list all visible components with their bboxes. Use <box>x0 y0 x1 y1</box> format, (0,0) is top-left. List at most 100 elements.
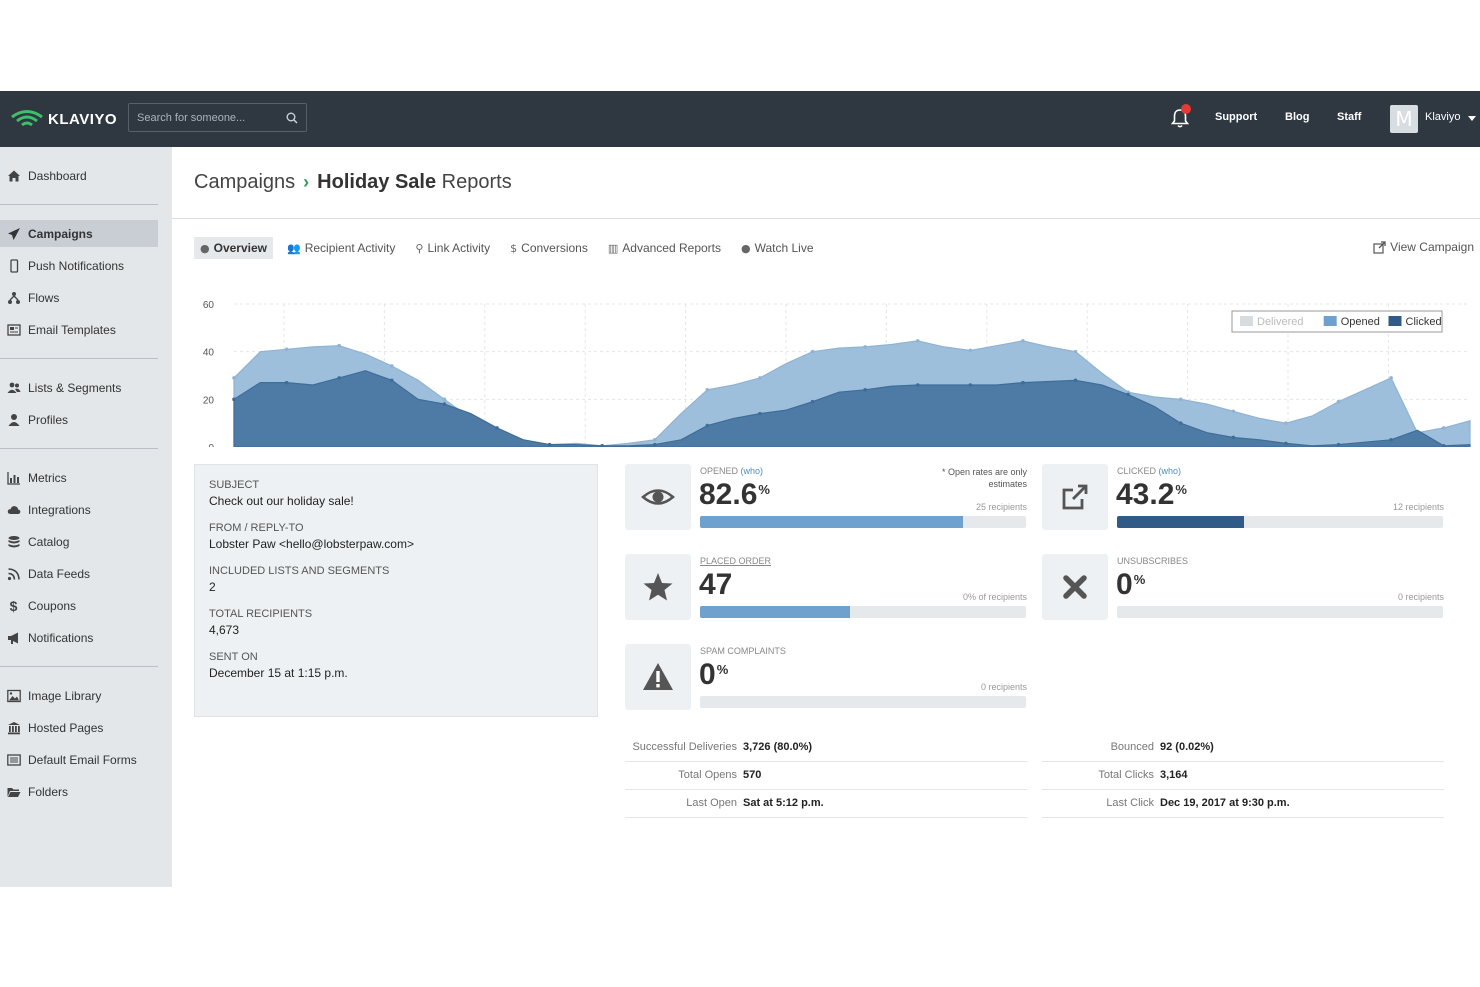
eye-icon <box>625 464 691 530</box>
clicked-value: 43.2% <box>1116 478 1187 512</box>
summary-row: Total Opens 570 <box>625 762 1027 790</box>
sidebar-item-notifications[interactable]: Notifications <box>0 624 158 651</box>
tab-recipient-activity[interactable]: 👥 Recipient Activity <box>281 237 401 259</box>
avatar[interactable]: M <box>1390 105 1418 133</box>
sidebar-divider <box>0 448 158 449</box>
unsubscribes-label: UNSUBSCRIBES <box>1117 556 1189 566</box>
sidebar-item-catalog[interactable]: Catalog <box>0 528 158 555</box>
tab-label: Conversions <box>521 241 588 255</box>
opened-who-link[interactable]: (who) <box>740 466 764 476</box>
main-content: Campaigns › Holiday Sale Reports ● Overv… <box>172 147 1480 887</box>
opened-recipients: 25 recipients <box>975 502 1027 512</box>
sidebar-item-data-feeds[interactable]: Data Feeds <box>0 560 158 587</box>
data-point <box>1021 380 1025 385</box>
clicked-value-unit: % <box>1175 482 1187 497</box>
sidebar-item-default-email-forms[interactable]: Default Email Forms <box>0 746 158 773</box>
view-campaign-link[interactable]: View Campaign <box>1373 240 1474 254</box>
tab-label: Overview <box>213 241 267 255</box>
data-point <box>1073 378 1078 383</box>
chevron-down-icon[interactable] <box>1468 116 1476 121</box>
data-point <box>547 442 552 447</box>
sidebar-item-coupons[interactable]: $ Coupons <box>0 592 158 619</box>
search-box <box>128 103 307 132</box>
support-link[interactable]: Support <box>1215 111 1258 123</box>
flow-icon <box>6 291 21 305</box>
tab-advanced-reports[interactable]: ▥ Advanced Reports <box>602 237 727 259</box>
data-point <box>1336 399 1341 404</box>
data-point <box>1389 438 1393 442</box>
breadcrumb-campaigns-link[interactable]: Campaigns <box>194 171 296 193</box>
sidebar-item-image-library[interactable]: Image Library <box>0 682 158 709</box>
sidebar-item-label: Flows <box>28 290 60 305</box>
recipients-value: 4,673 <box>209 623 240 637</box>
sidebar-item-dashboard[interactable]: Dashboard <box>0 162 158 189</box>
data-point <box>705 388 710 392</box>
sidebar-item-label: Metrics <box>28 470 67 485</box>
data-point <box>1178 421 1183 425</box>
summary-value: 3,726 (80.0%) <box>743 741 813 753</box>
summary-value: 3,164 <box>1160 769 1188 781</box>
unsubscribes-value: 0% <box>1116 568 1145 602</box>
staff-link[interactable]: Staff <box>1337 111 1362 123</box>
clicked-stat-card: CLICKED (who) 43.2% 12 recipients <box>1042 464 1444 530</box>
tab-conversions[interactable]: $ Conversions <box>504 237 594 259</box>
external-link-icon <box>1373 240 1386 254</box>
sidebar-item-profiles[interactable]: Profiles <box>0 406 158 433</box>
placed-order-label[interactable]: PLACED ORDER <box>700 556 772 566</box>
cloud-icon <box>6 503 21 517</box>
opened-label-text: OPENED <box>700 466 739 476</box>
tab-watch-live[interactable]: ● Watch Live <box>735 237 820 259</box>
search-input[interactable] <box>129 104 279 131</box>
legend-label-opened: Opened <box>1341 316 1380 328</box>
summary-key: Total Clicks <box>1098 769 1154 781</box>
tab-label: Recipient Activity <box>304 241 396 255</box>
data-point <box>1336 442 1341 447</box>
dollar-icon: $ <box>9 597 18 614</box>
page-title: Holiday Sale Reports <box>317 171 512 194</box>
unsubscribes-value-unit: % <box>1133 572 1146 587</box>
tab-overview[interactable]: ● Overview <box>194 237 273 259</box>
unsubscribes-value-number: 0 <box>1116 568 1133 601</box>
sidebar-item-label: Catalog <box>28 534 70 549</box>
spam-label: SPAM COMPLAINTS <box>700 646 786 656</box>
from-value: Lobster Paw <hello@lobsterpaw.com> <box>209 537 414 551</box>
summary-row: Last Open Sat at 5:12 p.m. <box>625 790 1027 818</box>
bar-chart-icon <box>6 471 21 485</box>
summary-row: Total Clicks 3,164 <box>1042 762 1444 790</box>
sidebar-item-folders[interactable]: Folders <box>0 778 158 805</box>
data-point <box>1073 349 1078 354</box>
data-point <box>1389 376 1393 380</box>
tab-label: Advanced Reports <box>622 241 721 255</box>
sidebar-item-hosted-pages[interactable]: Hosted Pages <box>0 714 158 741</box>
mobile-icon <box>6 258 21 273</box>
sidebar-item-push-notifications[interactable]: Push Notifications <box>0 252 158 279</box>
klaviyo-logo[interactable]: KLAVIYO <box>10 108 117 130</box>
data-point <box>1231 435 1236 440</box>
data-point <box>232 376 236 380</box>
sidebar-item-lists-segments[interactable]: Lists & Segments <box>0 374 158 401</box>
sidebar-item-integrations[interactable]: Integrations <box>0 496 158 523</box>
data-point <box>968 348 973 353</box>
data-point <box>389 364 394 368</box>
sidebar-item-campaigns[interactable]: Campaigns <box>0 220 158 247</box>
tab-link-activity[interactable]: ⚲ Link Activity <box>409 237 496 259</box>
data-point <box>758 411 762 416</box>
summary-key: Last Click <box>1106 797 1154 809</box>
search-icon[interactable] <box>286 112 298 124</box>
from-label: FROM / REPLY-TO <box>209 522 304 534</box>
users-icon: 👥 <box>286 241 301 255</box>
sidebar-item-email-templates[interactable]: Email Templates <box>0 316 158 343</box>
data-point <box>284 380 289 385</box>
blog-link[interactable]: Blog <box>1285 111 1310 123</box>
sidebar-item-metrics[interactable]: Metrics <box>0 464 158 491</box>
legend-swatch-delivered <box>1240 316 1253 326</box>
summary-row: Last Click Dec 19, 2017 at 9:30 p.m. <box>1042 790 1444 818</box>
sidebar-item-flows[interactable]: Flows <box>0 284 158 311</box>
sidebar-item-label: Default Email Forms <box>28 752 137 767</box>
subject-value: Check out our holiday sale! <box>209 494 354 508</box>
summary-value: Sat at 5:12 p.m. <box>743 797 824 809</box>
sidebar-item-label: Campaigns <box>28 226 93 241</box>
y-tick-label: 40 <box>203 348 215 359</box>
clicked-who-link[interactable]: (who) <box>1158 466 1182 476</box>
account-menu[interactable]: Klaviyo <box>1425 111 1461 123</box>
